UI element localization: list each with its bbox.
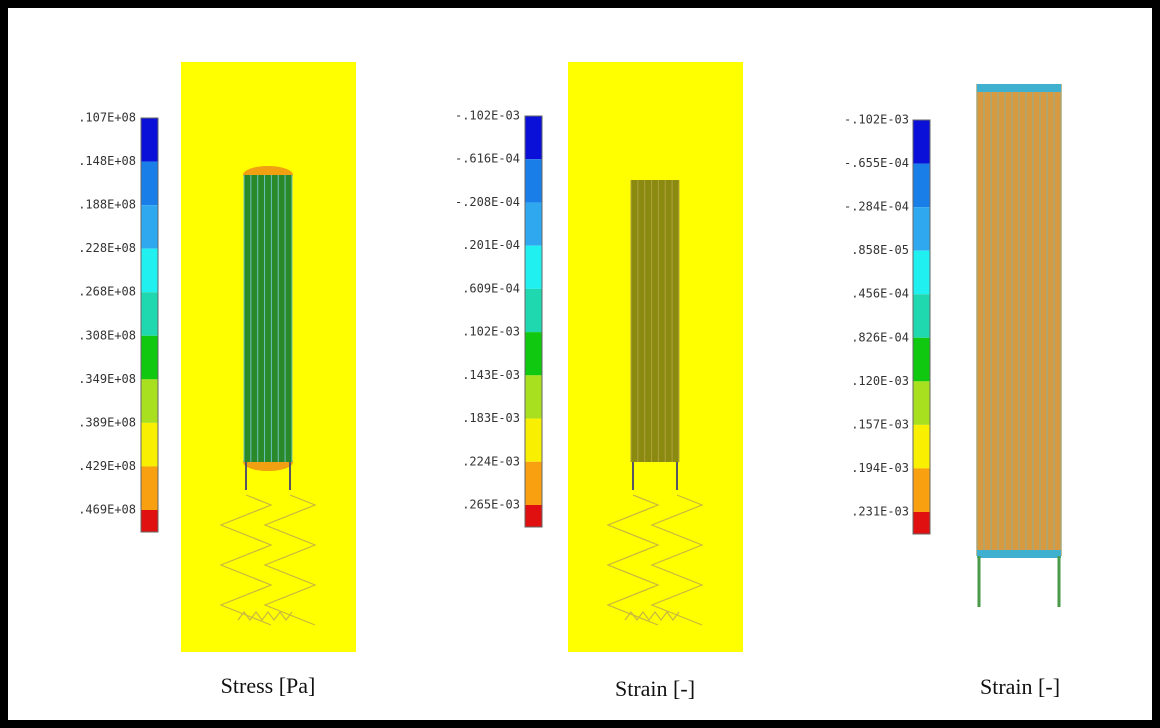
legend-swatch bbox=[141, 423, 158, 467]
legend-label: .265E-03 bbox=[462, 498, 520, 512]
legend-label: .188E+08 bbox=[78, 198, 136, 212]
legend-swatch bbox=[913, 381, 930, 425]
legend-swatch bbox=[141, 336, 158, 380]
legend-swatch bbox=[913, 207, 930, 251]
legend-swatch bbox=[141, 510, 158, 532]
legend-label: -.208E-04 bbox=[455, 195, 520, 209]
legend-swatch bbox=[913, 425, 930, 469]
legend-swatch bbox=[525, 202, 542, 245]
legend-label: .826E-04 bbox=[851, 330, 909, 344]
cap bbox=[977, 84, 1061, 92]
legend-label: .429E+08 bbox=[78, 459, 136, 473]
legend-label: -.102E-03 bbox=[455, 109, 520, 123]
legend-swatch bbox=[525, 159, 542, 202]
legend-label: .609E-04 bbox=[462, 281, 520, 295]
legend-label: .107E+08 bbox=[78, 111, 136, 125]
legend-label: .102E-03 bbox=[462, 325, 520, 339]
legend-swatch bbox=[141, 466, 158, 510]
legend-swatch bbox=[525, 375, 542, 418]
legend-label: .389E+08 bbox=[78, 415, 136, 429]
legend-label: .456E-04 bbox=[851, 287, 909, 301]
legend-label: .308E+08 bbox=[78, 328, 136, 342]
legend-swatch bbox=[913, 468, 930, 512]
legend-label: .349E+08 bbox=[78, 372, 136, 386]
legend-label: .469E+08 bbox=[78, 503, 136, 517]
legend-swatch bbox=[141, 292, 158, 336]
legend-label: .120E-03 bbox=[851, 374, 909, 388]
legend-label: .231E-03 bbox=[851, 505, 909, 519]
legend-label: .858E-05 bbox=[851, 243, 909, 257]
legend-label: .224E-03 bbox=[462, 454, 520, 468]
legend-label: .157E-03 bbox=[851, 417, 909, 431]
legend-swatch bbox=[913, 512, 930, 534]
legend-swatch bbox=[525, 505, 542, 527]
legend-label: -.655E-04 bbox=[844, 156, 909, 170]
legend-label: .183E-03 bbox=[462, 411, 520, 425]
legend-swatch bbox=[141, 205, 158, 249]
legend-label: .228E+08 bbox=[78, 241, 136, 255]
legend-swatch bbox=[913, 120, 930, 164]
legend-swatch bbox=[141, 118, 158, 162]
legend-swatch bbox=[913, 164, 930, 208]
legend-label: -.102E-03 bbox=[844, 113, 909, 127]
legend-swatch bbox=[913, 251, 930, 295]
legend-swatch bbox=[913, 338, 930, 382]
legend-swatch bbox=[525, 289, 542, 332]
legend-label: .268E+08 bbox=[78, 285, 136, 299]
legend-label: -.284E-04 bbox=[844, 200, 909, 214]
legend-swatch bbox=[525, 419, 542, 462]
legend-swatch bbox=[525, 246, 542, 289]
legend-swatch bbox=[141, 162, 158, 206]
legend-swatch bbox=[913, 294, 930, 338]
figure: .107E+08 .148E+08 .188E+08 .228E+08 .268E+08… bbox=[0, 0, 1160, 728]
legend-label: -.616E-04 bbox=[455, 152, 520, 166]
legend-label: .143E-03 bbox=[462, 368, 520, 382]
legend-swatch bbox=[525, 116, 542, 159]
legend-swatch bbox=[525, 462, 542, 505]
cap bbox=[977, 550, 1061, 558]
legend-label: .194E-03 bbox=[851, 461, 909, 475]
legend-swatch bbox=[141, 249, 158, 293]
caption: Strain [-] bbox=[615, 676, 695, 701]
caption: Stress [Pa] bbox=[221, 673, 316, 698]
legend-swatch bbox=[525, 332, 542, 375]
caption: Strain [-] bbox=[980, 674, 1060, 699]
legend-label: .148E+08 bbox=[78, 154, 136, 168]
legend-swatch bbox=[141, 379, 158, 423]
legend-label: .201E-04 bbox=[462, 238, 520, 252]
